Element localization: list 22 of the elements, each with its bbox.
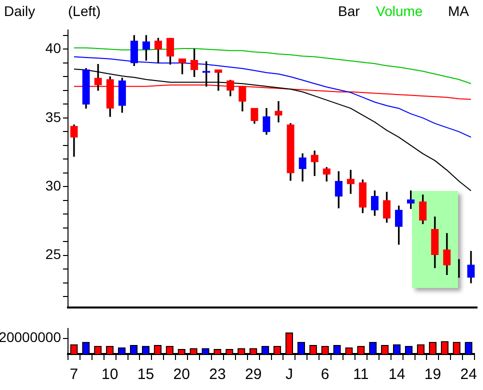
y-tick-label: 30 xyxy=(45,178,62,194)
x-tick-label: 10 xyxy=(102,366,118,384)
x-tick-label: 23 xyxy=(209,366,226,384)
x-tick-label: 19 xyxy=(424,366,442,384)
y-tick-label: 40 xyxy=(45,40,62,56)
x-tick-label: 15 xyxy=(137,366,154,384)
x-tick-label: 29 xyxy=(244,366,262,384)
text: (Left) xyxy=(68,3,101,19)
y-tick-label: 25 xyxy=(45,246,62,262)
x-tick-label: 6 xyxy=(320,366,330,384)
text: MA xyxy=(448,3,469,19)
x-tick-label: 7 xyxy=(70,366,78,384)
x-tick-label: 24 xyxy=(460,366,477,384)
x-tick-label: 11 xyxy=(353,366,369,384)
x-tick-label: 20 xyxy=(173,366,190,384)
text: Bar xyxy=(338,3,360,19)
candlestick xyxy=(274,101,282,122)
x-tick-label: 14 xyxy=(388,366,406,384)
x-tick-label: J xyxy=(285,366,293,384)
text: Volume xyxy=(376,3,423,19)
y-tick-label: 35 xyxy=(45,108,62,125)
chart-title: Daily xyxy=(4,3,36,19)
